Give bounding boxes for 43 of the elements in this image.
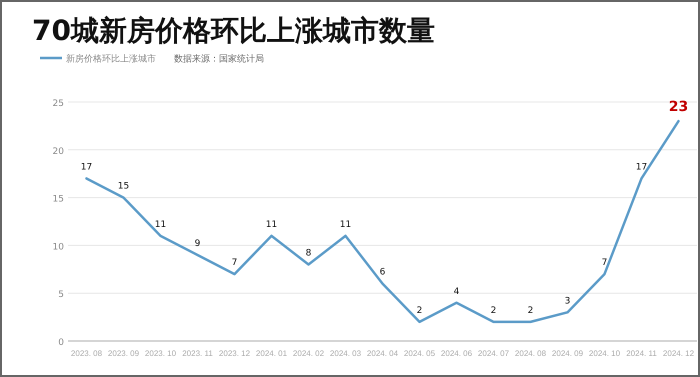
text: 15 [118, 182, 130, 192]
text: 7 [602, 258, 608, 268]
x-tick-label: 2024. 06 [440, 349, 473, 358]
y-tick-label: 20 [52, 146, 64, 157]
x-tick-label: 2024. 01 [256, 349, 288, 358]
x-tick-label: 2024. 11 [626, 349, 658, 358]
x-tick-label: 2024. 05 [404, 349, 436, 358]
x-tick-label: 2023. 09 [108, 349, 140, 358]
text: 2 [490, 306, 496, 316]
text: 7 [232, 258, 238, 268]
y-tick-label: 10 [52, 242, 64, 252]
x-tick-label: 2024. 03 [330, 349, 362, 358]
text: 8 [306, 248, 312, 259]
x-tick-label: 2023. 08 [70, 349, 103, 358]
source-note: 数据来源：国家统计局 [174, 54, 264, 64]
text: 2 [528, 306, 534, 316]
y-tick-label: 25 [52, 99, 64, 109]
text: 11 [154, 220, 166, 230]
y-tick-label: 5 [58, 290, 64, 300]
x-tick-label: 2024. 04 [366, 349, 399, 358]
x-tick-label: 2024. 08 [514, 349, 547, 358]
x-tick-label: 2024. 07 [478, 349, 510, 358]
text: 2 [416, 306, 422, 316]
text: 17 [80, 162, 92, 172]
x-tick-label: 2023. 10 [144, 349, 177, 358]
legend-label: 新房价格环比上涨城市 [66, 54, 156, 64]
text: 9 [194, 238, 200, 249]
y-tick-label: 15 [52, 194, 64, 205]
x-tick-label: 2024. 02 [292, 349, 325, 358]
text: 6 [380, 268, 386, 278]
annotation: 23 [668, 99, 688, 116]
text: 17 [636, 162, 648, 172]
x-tick-label: 2024. 09 [552, 349, 584, 358]
y-tick-label: 0 [58, 338, 64, 348]
x-tick-label: 2023. 12 [218, 349, 251, 358]
text: 4 [454, 286, 460, 297]
text: 11 [340, 220, 352, 230]
x-tick-label: 2024. 12 [662, 349, 695, 358]
text: 3 [564, 296, 570, 306]
x-tick-label: 2024. 10 [588, 349, 621, 358]
text: 11 [266, 220, 278, 230]
chart-title: 70城新房价格环比上涨城市数量 [32, 14, 435, 47]
x-tick-label: 2023. 11 [182, 349, 214, 358]
